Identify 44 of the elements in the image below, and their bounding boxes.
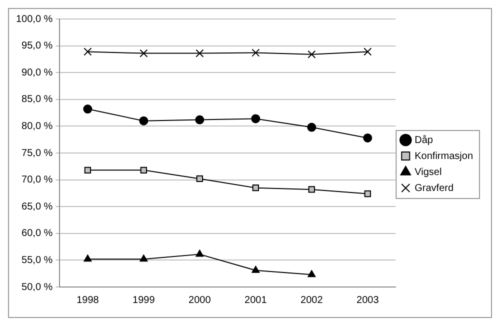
y-tick-label: 90,0 % — [22, 67, 53, 78]
point — [308, 50, 316, 58]
y-tick-label: 100,0 % — [16, 14, 53, 25]
point — [84, 48, 92, 56]
x-tick-label: 1999 — [132, 294, 156, 306]
point — [83, 104, 92, 114]
y-tick-label: 60,0 % — [22, 228, 53, 240]
point — [308, 270, 316, 278]
point — [84, 166, 92, 174]
y-tick-label: 70,0 % — [22, 174, 53, 186]
point — [251, 114, 260, 124]
point — [140, 49, 148, 58]
point — [139, 116, 148, 126]
point — [252, 266, 260, 273]
y-tick-label: 50,0 % — [22, 282, 53, 293]
x-tick-label: 2001 — [244, 294, 268, 306]
point — [196, 49, 204, 58]
y-tick-label: 75,0 % — [22, 148, 53, 159]
point — [196, 175, 203, 182]
point — [195, 115, 204, 124]
y-tick-label: 65,0 % — [22, 201, 53, 212]
point — [307, 122, 316, 132]
legend-label: Dåp — [414, 134, 434, 146]
x-tick-label: 2002 — [300, 294, 324, 306]
x-tick-label: 1998 — [76, 294, 100, 306]
point — [252, 184, 259, 192]
point — [140, 166, 148, 174]
x-tick-label: 2003 — [356, 294, 380, 306]
legend-label: Vigsel — [414, 166, 442, 178]
legend-label: Gravferd — [414, 182, 454, 194]
y-tick-label: 85,0 % — [22, 94, 53, 106]
point — [196, 250, 204, 257]
y-tick-label: 80,0 % — [22, 120, 53, 132]
legend-label: Konfirmasjon — [414, 150, 473, 162]
point — [363, 133, 372, 142]
y-tick-label: 95,0 % — [22, 40, 53, 52]
point — [140, 254, 148, 262]
y-tick-label: 55,0 % — [22, 254, 53, 266]
point — [84, 254, 92, 262]
point — [308, 186, 315, 193]
point — [364, 48, 372, 56]
x-tick-label: 2000 — [188, 294, 212, 306]
point — [364, 190, 371, 198]
point — [252, 48, 260, 57]
